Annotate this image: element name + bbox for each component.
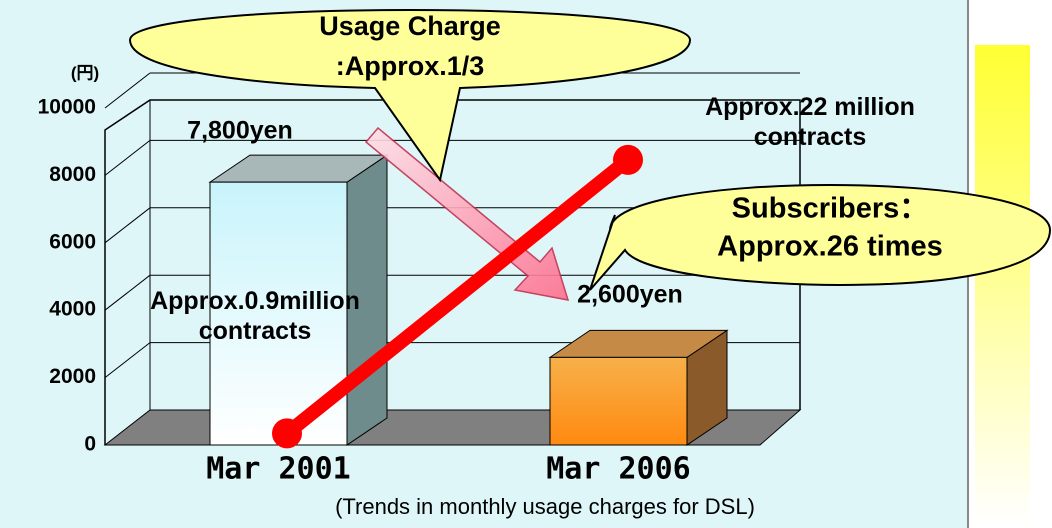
value-label: 2,600yen [577, 281, 683, 309]
callout-text: Subscribers： [732, 193, 929, 225]
trend-arrow [364, 126, 570, 301]
callout-text: Approx.26 times [717, 231, 943, 263]
subscriber-line [280, 152, 635, 441]
line-label: Approx.0.9million contracts [150, 287, 360, 345]
x-tick-label: Mar 2001 [206, 452, 351, 487]
unit-label: (円) [71, 63, 99, 82]
caption: (Trends in monthly usage charges for DSL… [335, 494, 755, 519]
bar [549, 356, 688, 446]
value-label: 7,800yen [187, 117, 293, 145]
y-tick-label: 8000 [49, 163, 96, 186]
line-label: Approx.22 million contracts [705, 93, 915, 151]
line-marker [272, 418, 302, 449]
y-tick-label: 0 [84, 433, 96, 456]
line-marker [613, 144, 643, 175]
callout-bubble [128, 9, 692, 183]
y-tick-label: 6000 [49, 230, 96, 253]
callout-bubble [589, 184, 1052, 291]
y-tick-label: 2000 [49, 365, 96, 388]
x-tick-label: Mar 2006 [546, 452, 691, 487]
callout-text: :Approx.1/3 [336, 51, 485, 81]
callout-text: Usage Charge [319, 11, 501, 41]
grid-line [104, 207, 151, 244]
grid-line [104, 274, 151, 311]
bar [209, 181, 348, 446]
grid-line [104, 342, 151, 378]
y-tick-label: 10000 [38, 96, 96, 119]
grid-line [104, 140, 151, 176]
y-tick-label: 4000 [49, 298, 96, 321]
grid-line [104, 72, 151, 109]
side-strip [975, 45, 1030, 525]
